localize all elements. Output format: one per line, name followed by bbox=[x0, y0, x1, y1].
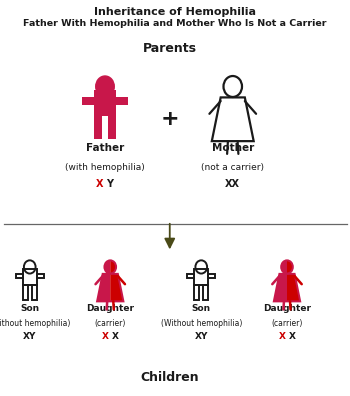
Text: (not a carrier): (not a carrier) bbox=[201, 163, 264, 172]
Text: +: + bbox=[160, 109, 179, 129]
Polygon shape bbox=[110, 274, 124, 301]
Text: Father With Hemophilia and Mother Who Is Not a Carrier: Father With Hemophilia and Mother Who Is… bbox=[23, 19, 327, 28]
Text: (Without hemophilia): (Without hemophilia) bbox=[0, 319, 70, 328]
Text: (with hemophilia): (with hemophilia) bbox=[65, 163, 145, 172]
Text: Father: Father bbox=[86, 143, 124, 153]
Text: XX: XX bbox=[225, 179, 240, 189]
Text: Inheritance of Hemophilia: Inheritance of Hemophilia bbox=[94, 7, 256, 17]
Text: Daughter: Daughter bbox=[263, 304, 311, 313]
Text: Son: Son bbox=[20, 304, 39, 313]
Polygon shape bbox=[281, 260, 287, 274]
Text: Daughter: Daughter bbox=[86, 304, 134, 313]
Text: X: X bbox=[288, 332, 295, 341]
Text: XY: XY bbox=[195, 332, 208, 341]
Text: Children: Children bbox=[140, 371, 199, 384]
Bar bbox=[116, 97, 127, 105]
Text: X: X bbox=[102, 332, 109, 341]
Bar bbox=[32, 285, 37, 300]
Polygon shape bbox=[287, 274, 300, 301]
Bar bbox=[23, 269, 37, 285]
Text: Son: Son bbox=[192, 304, 211, 313]
Bar bbox=[23, 285, 28, 300]
Polygon shape bbox=[97, 274, 110, 301]
Bar bbox=[208, 274, 216, 278]
Bar bbox=[194, 269, 208, 285]
Bar bbox=[37, 274, 44, 278]
Bar bbox=[203, 285, 208, 300]
Text: Y: Y bbox=[106, 179, 113, 189]
Bar bbox=[194, 285, 199, 300]
Text: X: X bbox=[112, 332, 119, 341]
Text: X: X bbox=[96, 179, 103, 189]
Bar bbox=[94, 90, 116, 116]
Text: XY: XY bbox=[23, 332, 36, 341]
Bar bbox=[94, 116, 102, 139]
Circle shape bbox=[96, 76, 114, 97]
Polygon shape bbox=[274, 274, 287, 301]
Bar bbox=[83, 97, 94, 105]
Text: X: X bbox=[279, 332, 286, 341]
Text: (carrier): (carrier) bbox=[271, 319, 303, 328]
Bar bbox=[15, 274, 23, 278]
Text: Parents: Parents bbox=[143, 42, 197, 55]
Text: (carrier): (carrier) bbox=[94, 319, 126, 328]
Bar bbox=[108, 116, 116, 139]
Polygon shape bbox=[104, 260, 110, 274]
Bar bbox=[187, 274, 194, 278]
Polygon shape bbox=[110, 260, 116, 274]
Polygon shape bbox=[287, 260, 293, 274]
Text: Mother: Mother bbox=[212, 143, 254, 153]
Text: (Without hemophilia): (Without hemophilia) bbox=[161, 319, 242, 328]
